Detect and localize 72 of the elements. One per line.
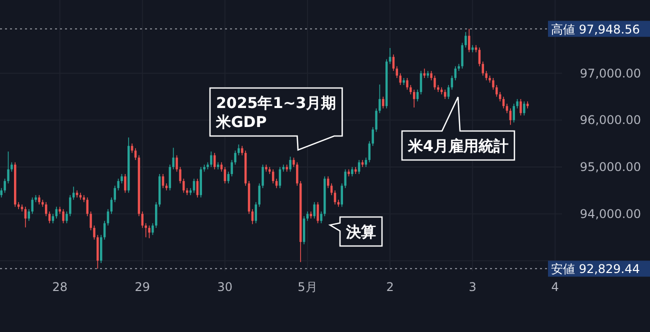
- candlestick: [251, 208, 254, 225]
- candlestick: [354, 166, 357, 174]
- candlestick: [24, 206, 27, 228]
- x-tick-label: 28: [52, 280, 68, 294]
- candlestick: [210, 151, 212, 168]
- y-tick-label: 97,000.00: [580, 66, 641, 80]
- candlestick: [468, 28, 470, 53]
- candlestick: [320, 211, 322, 224]
- candlestick: [461, 42, 464, 69]
- candlestick: [516, 98, 518, 109]
- candlestick: [120, 174, 123, 184]
- candlestick: [492, 78, 494, 90]
- candlestick: [62, 208, 64, 224]
- candlestick: [351, 166, 354, 177]
- x-tick-label: 29: [134, 280, 150, 294]
- x-tick-label: 4: [551, 280, 559, 294]
- candlestick: [176, 154, 178, 172]
- candlestick: [103, 220, 106, 240]
- candlestick: [378, 84, 381, 114]
- candlestick: [10, 162, 13, 172]
- candlestick: [454, 66, 456, 81]
- candlestick: [426, 70, 429, 78]
- candlestick: [96, 234, 99, 270]
- candlestick: [182, 178, 185, 194]
- y-tick-label: 95,000.00: [580, 160, 641, 174]
- candlestick: [234, 150, 236, 166]
- candlestick: [4, 178, 6, 194]
- annotation: 米4月雇用統計: [407, 137, 508, 155]
- candlestick: [506, 103, 508, 114]
- candlestick: [434, 75, 436, 90]
- y-tick-label: 94,000.00: [580, 206, 641, 221]
- candlestick: [38, 194, 40, 205]
- annotation: 決算: [345, 223, 376, 241]
- candlestick: [292, 157, 295, 168]
- candlestick: [520, 98, 522, 116]
- candlestick: [464, 32, 467, 48]
- candlestick: [523, 100, 526, 116]
- candlestick: [375, 108, 378, 132]
- x-tick-label: 30: [217, 280, 233, 294]
- x-tick-label: 3: [468, 280, 476, 294]
- candlestick: [313, 202, 316, 219]
- ref-line-label: 安値 92,829.44: [551, 262, 640, 276]
- candlestick: [406, 78, 408, 90]
- candlestick: [482, 61, 484, 76]
- candlestick: [179, 166, 182, 184]
- candlestick: [52, 213, 54, 224]
- candlestick: [450, 75, 454, 90]
- candlestick: [316, 202, 319, 224]
- candlestick: [289, 156, 292, 172]
- candlestick: [330, 182, 333, 196]
- candlestick: [272, 168, 274, 184]
- candlestick: [302, 216, 306, 245]
- candlestick: [114, 185, 116, 203]
- candlestick: [7, 151, 10, 184]
- x-tick-label: 2: [386, 280, 394, 294]
- candlestick: [66, 211, 68, 224]
- candlestick: [148, 225, 150, 239]
- candlestick: [220, 162, 223, 172]
- candlestick: [512, 103, 515, 123]
- ref-line-label: 高値 97,948.56: [551, 22, 640, 36]
- candlestick: [262, 164, 264, 188]
- annotation: 2025年1~3月期米GDP: [215, 94, 336, 131]
- candlestick: [192, 178, 196, 194]
- candlestick: [430, 70, 432, 81]
- candlestick: [93, 225, 96, 240]
- candlestick: [496, 84, 498, 98]
- x-tick-label: 5月: [298, 280, 318, 294]
- candlestick: [44, 202, 48, 217]
- candlestick: [382, 96, 384, 109]
- candlestick: [238, 144, 240, 156]
- candlestick: [124, 174, 126, 194]
- y-tick-label: 96,000.00: [580, 113, 641, 128]
